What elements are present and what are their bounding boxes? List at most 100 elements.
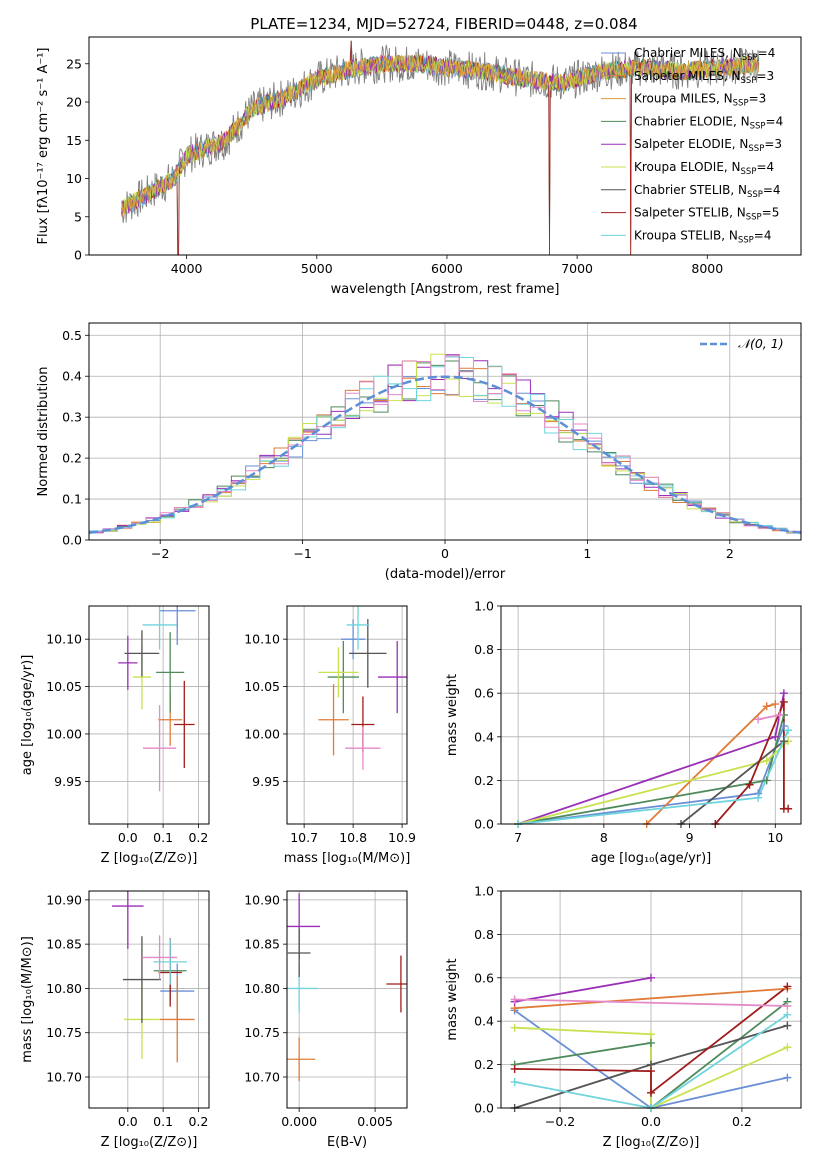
weight-marker bbox=[783, 1010, 792, 1019]
weight-marker bbox=[779, 697, 788, 706]
weight-marker bbox=[784, 726, 793, 735]
axes-frame bbox=[88, 36, 802, 256]
x-tick-label: 0.0 bbox=[641, 1114, 661, 1129]
x-tick-label: −1 bbox=[293, 546, 311, 561]
histogram-9 bbox=[89, 355, 801, 533]
y-tick-label: 0.1 bbox=[62, 492, 82, 507]
x-axis-label: E(B-V) bbox=[327, 1135, 367, 1150]
y-tick-label: 0.4 bbox=[474, 729, 494, 744]
y-tick-label: 10.90 bbox=[244, 892, 280, 907]
y-tick-label: 0.2 bbox=[474, 773, 494, 788]
weight-marker bbox=[510, 1077, 519, 1086]
y-tick-label: 0.6 bbox=[474, 970, 494, 985]
y-tick-label: 10.10 bbox=[244, 632, 280, 647]
legend-entry: 𝒩(0, 1) bbox=[738, 336, 784, 351]
weight-line-6 bbox=[680, 740, 785, 824]
y-tick-label: 20 bbox=[66, 95, 82, 110]
x-tick-label: 0.0 bbox=[118, 830, 138, 845]
x-axis-label: Z [log₁₀(Z/Z⊙)] bbox=[603, 1135, 700, 1150]
weight-marker bbox=[783, 1043, 792, 1052]
plot-area-mass-vs-ebv bbox=[287, 893, 407, 1082]
weight-marker bbox=[754, 793, 763, 802]
weight-marker bbox=[783, 1002, 792, 1011]
y-axis-label: mass weight bbox=[445, 674, 460, 756]
y-tick-label: 0.2 bbox=[474, 1057, 494, 1072]
y-tick-label: 0.8 bbox=[474, 927, 494, 942]
x-tick-label: 10.7 bbox=[290, 830, 318, 845]
legend-entry: Kroupa ELODIE, NSSP=4 bbox=[634, 160, 774, 177]
x-tick-label: 0.1 bbox=[153, 1114, 173, 1129]
weight-line-4 bbox=[517, 693, 785, 824]
y-axis-label: Flux [fλ10⁻¹⁷ erg cm⁻² s⁻¹ A⁻¹] bbox=[36, 48, 51, 245]
weight-marker bbox=[771, 732, 780, 741]
y-tick-label: 9.95 bbox=[54, 774, 82, 789]
x-tick-label: 7000 bbox=[561, 261, 593, 276]
spectrum-line-2 bbox=[121, 54, 760, 214]
spectrum-legend: Chabrier MILES, NSSP=4 Salpeter MILES, NS… bbox=[601, 46, 783, 245]
weight-line-0 bbox=[514, 1009, 788, 1108]
weight-line-4 bbox=[514, 976, 652, 1003]
weight-marker bbox=[647, 1038, 655, 1047]
y-tick-label: 0.2 bbox=[62, 451, 82, 466]
x-tick-label: 8000 bbox=[691, 261, 723, 276]
axes-age-vs-mass: 10.7 10.8 10.9 9.95 10.00 10.05 10.10 mass [log… bbox=[244, 605, 416, 866]
plot-area-residuals bbox=[89, 353, 801, 535]
x-axis-label: age [log₁₀(age/yr)] bbox=[591, 851, 712, 866]
weight-marker bbox=[783, 982, 792, 991]
weight-line-5 bbox=[517, 740, 789, 824]
x-tick-label: 0.1 bbox=[153, 830, 173, 845]
y-tick-label: 5 bbox=[74, 209, 82, 224]
plot-area-mass-vs-Z bbox=[112, 891, 195, 1063]
weight-marker bbox=[647, 1088, 655, 1097]
y-tick-label: 0.0 bbox=[474, 1101, 494, 1116]
weight-marker bbox=[762, 756, 771, 765]
axes-weight-vs-age: 7 8 9 10 0.0 0.2 0.4 0.6 0.8 1.0 age [log₁₀(age/yr… bbox=[445, 599, 802, 866]
y-tick-label: 0 bbox=[74, 248, 82, 263]
y-tick-label: 0.6 bbox=[474, 686, 494, 701]
axes-frame bbox=[500, 605, 802, 825]
spectrum-line-0 bbox=[121, 54, 760, 215]
plot-area-spectrum bbox=[121, 40, 760, 255]
x-tick-label: 0 bbox=[441, 546, 449, 561]
weight-marker bbox=[762, 702, 771, 711]
axes-age-vs-Z: 0.0 0.1 0.2 9.95 10.00 10.05 10.10 Z [log₁₀(Z/Z… bbox=[20, 605, 210, 866]
weight-marker bbox=[647, 1030, 655, 1039]
weight-marker bbox=[745, 780, 754, 789]
plot-area-weight-vs-age bbox=[517, 693, 789, 824]
weight-marker bbox=[510, 995, 519, 1004]
legend-entry: Chabrier MILES, NSSP=4 bbox=[634, 46, 775, 63]
x-axis-label: Z [log₁₀(Z/Z⊙)] bbox=[101, 1135, 198, 1150]
x-tick-label: 0.2 bbox=[188, 1114, 208, 1129]
x-tick-label: 0.000 bbox=[281, 1114, 317, 1129]
y-tick-label: 10.10 bbox=[46, 632, 82, 647]
x-tick-label: 0.2 bbox=[732, 1114, 752, 1129]
plot-area-age-vs-Z bbox=[118, 606, 196, 792]
y-tick-label: 10.85 bbox=[46, 937, 82, 952]
axes-frame bbox=[88, 322, 802, 541]
legend-entry: Chabrier STELIB, NSSP=4 bbox=[634, 183, 781, 200]
weight-line-1 bbox=[514, 987, 788, 1010]
normal-curve bbox=[89, 375, 801, 535]
x-axis-label: (data-model)/error bbox=[385, 567, 506, 582]
axes-frame bbox=[286, 890, 408, 1109]
x-tick-label: −2 bbox=[151, 546, 169, 561]
y-tick-label: 10.80 bbox=[244, 981, 280, 996]
axes-frame bbox=[88, 890, 210, 1109]
figure-title: PLATE=1234, MJD=52724, FIBERID=0448, z=0… bbox=[250, 15, 637, 33]
weight-marker bbox=[647, 1067, 655, 1076]
x-tick-label: 6000 bbox=[431, 261, 463, 276]
y-tick-label: 10.05 bbox=[46, 679, 82, 694]
y-tick-label: 15 bbox=[66, 133, 82, 148]
x-tick-label: 2 bbox=[726, 546, 734, 561]
x-tick-label: 1 bbox=[583, 546, 591, 561]
legend-entry: Kroupa MILES, NSSP=3 bbox=[634, 92, 766, 109]
weight-marker bbox=[510, 1064, 519, 1073]
y-tick-label: 0.0 bbox=[474, 817, 494, 832]
x-tick-label: −0.2 bbox=[545, 1114, 575, 1129]
weight-marker bbox=[784, 804, 793, 813]
y-tick-label: 10.90 bbox=[46, 892, 82, 907]
plot-area-weight-vs-Z bbox=[514, 976, 788, 1108]
x-tick-label: 0.2 bbox=[188, 830, 208, 845]
weight-marker bbox=[783, 1073, 792, 1082]
x-tick-label: 10.9 bbox=[388, 830, 416, 845]
